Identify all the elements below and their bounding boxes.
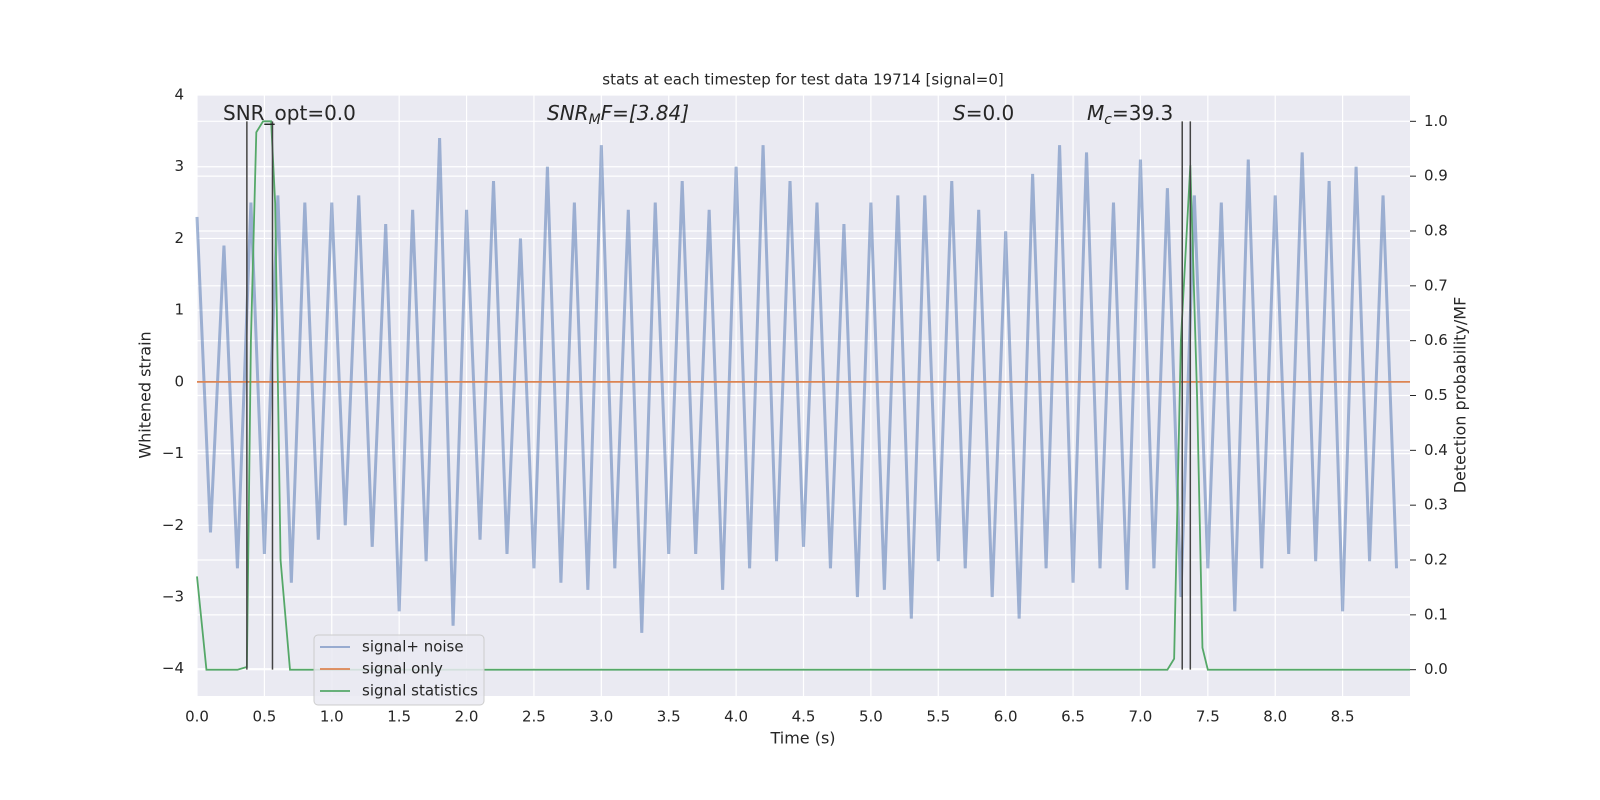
- annotation-text: M: [1087, 101, 1104, 125]
- y2-tick-label: 1.0: [1424, 112, 1448, 130]
- x-tick-label: 4.0: [724, 708, 748, 726]
- annotation-sub: c: [1104, 112, 1112, 128]
- legend-label: signal statistics: [362, 682, 478, 700]
- legend-label: signal+ noise: [362, 638, 464, 656]
- x-tick-label: 7.0: [1129, 708, 1153, 726]
- annotation-text: SNR_opt=0.0: [223, 101, 356, 125]
- x-axis-label: Time (s): [769, 729, 835, 748]
- y-tick-label: −4: [162, 659, 184, 677]
- x-tick-label: 8.0: [1263, 708, 1287, 726]
- y2-tick-label: 0.1: [1424, 605, 1448, 623]
- x-tick-label: 3.0: [589, 708, 613, 726]
- y-tick-label: −1: [162, 444, 184, 462]
- annotation-sub: M: [589, 112, 601, 128]
- annotation-after: =0.0: [966, 101, 1015, 125]
- y-tick-label: 0: [174, 372, 184, 390]
- x-tick-label: 3.5: [657, 708, 681, 726]
- y-tick-label: 1: [174, 301, 184, 319]
- y2-tick-label: 0.9: [1424, 167, 1448, 185]
- series-line: [196, 120, 1410, 671]
- y2-tick-label: 0.3: [1424, 496, 1448, 514]
- x-tick-label: 1.0: [320, 708, 344, 726]
- annotation-after: =39.3: [1112, 101, 1173, 125]
- y2-tick-label: 0.4: [1424, 441, 1448, 459]
- annotation: Mc=39.3: [1087, 101, 1173, 129]
- x-tick-label: 7.5: [1196, 708, 1220, 726]
- y2-tick-label: 0.2: [1424, 551, 1448, 569]
- y2-tick-label: 0.5: [1424, 386, 1448, 404]
- legend: signal+ noise signal only signal statistic…: [313, 634, 485, 706]
- x-tick-label: 2.0: [455, 708, 479, 726]
- y2-tick-label: 0.8: [1424, 221, 1448, 239]
- x-tick-label: 6.5: [1061, 708, 1085, 726]
- x-tick-label: 1.5: [387, 708, 411, 726]
- annotation-text: SNR: [547, 101, 589, 125]
- y2-tick-label: 0.7: [1424, 276, 1448, 294]
- x-tick-label: 0.5: [252, 708, 276, 726]
- x-tick-label: 0.0: [185, 708, 209, 726]
- annotation-text: S: [953, 101, 966, 125]
- x-tick-label: 5.0: [859, 708, 883, 726]
- y-tick-label: 3: [174, 157, 184, 175]
- annotation: SNR_opt=0.0: [223, 101, 356, 125]
- y-tick-label: −2: [162, 516, 184, 534]
- y-tick-label: 2: [174, 229, 184, 247]
- x-tick-label: 8.5: [1331, 708, 1355, 726]
- x-tick-label: 5.5: [926, 708, 950, 726]
- chart-title: stats at each timestep for test data 197…: [602, 71, 1003, 89]
- y-tick-label: −3: [162, 588, 184, 606]
- legend-label: signal only: [362, 660, 443, 678]
- y2-tick-label: 0.0: [1424, 660, 1448, 678]
- annotation-after: F=[3.84]: [601, 101, 689, 125]
- y-tick-label: 4: [174, 86, 184, 104]
- x-tick-label: 6.0: [994, 708, 1018, 726]
- series-line: [195, 137, 1399, 633]
- annotation: SNRMF=[3.84]: [547, 101, 689, 129]
- y-axis-label: Whitened strain: [136, 331, 155, 458]
- y2-tick-label: 0.6: [1424, 331, 1448, 349]
- y2-axis-label: Detection probability/MF: [1451, 297, 1470, 494]
- x-tick-label: 4.5: [792, 708, 816, 726]
- legend-box: [313, 634, 485, 706]
- x-tick-label: 2.5: [522, 708, 546, 726]
- annotation: S=0.0: [953, 101, 1014, 125]
